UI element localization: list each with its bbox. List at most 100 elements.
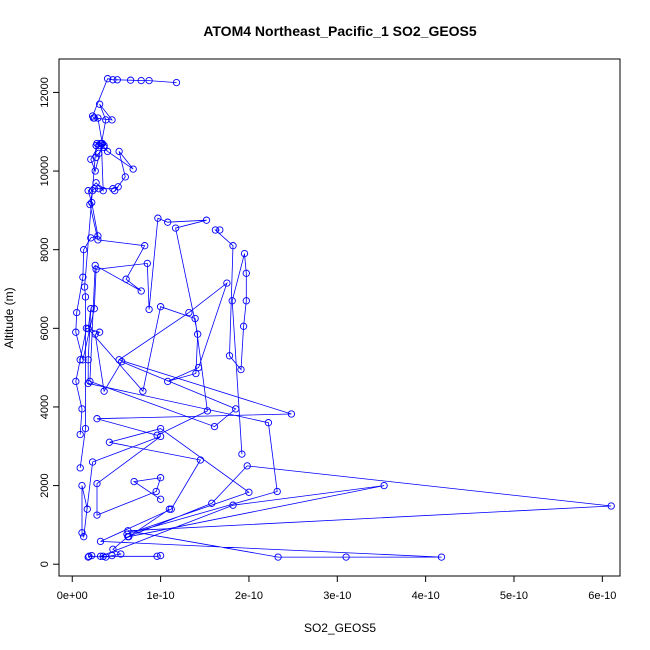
data-point bbox=[156, 432, 165, 441]
data-point bbox=[194, 330, 202, 338]
data-point bbox=[273, 487, 281, 496]
y-tick-label: 12000 bbox=[39, 77, 51, 108]
data-point bbox=[81, 424, 90, 433]
x-tick-label: 6e-10 bbox=[588, 590, 616, 602]
y-tick-label: 8000 bbox=[39, 237, 51, 261]
data-point bbox=[80, 283, 89, 291]
data-point bbox=[85, 552, 93, 560]
data-point bbox=[156, 303, 165, 311]
data-point bbox=[91, 261, 99, 270]
data-point bbox=[223, 279, 231, 287]
data-point bbox=[156, 495, 165, 503]
data-point bbox=[239, 322, 248, 330]
data-point bbox=[185, 308, 193, 317]
data-point bbox=[95, 141, 103, 150]
y-tick-label: 6000 bbox=[39, 316, 51, 340]
data-point bbox=[607, 502, 615, 510]
data-point bbox=[380, 481, 388, 490]
data-point bbox=[192, 369, 200, 378]
data-point bbox=[118, 358, 126, 366]
series-line bbox=[79, 143, 105, 468]
data-point bbox=[243, 462, 251, 470]
series-5 bbox=[96, 481, 388, 560]
data-point bbox=[84, 553, 92, 561]
data-point bbox=[245, 488, 253, 496]
data-point bbox=[194, 363, 203, 372]
data-point bbox=[87, 234, 95, 242]
data-point bbox=[76, 430, 84, 439]
data-point bbox=[156, 424, 165, 433]
data-point bbox=[95, 100, 104, 108]
series-2 bbox=[72, 114, 240, 439]
data-point bbox=[90, 305, 98, 313]
y-tick-label: 10000 bbox=[39, 156, 51, 187]
data-point bbox=[264, 419, 273, 427]
data-point bbox=[228, 297, 236, 305]
data-point bbox=[88, 551, 96, 560]
data-point bbox=[96, 139, 105, 148]
data-point bbox=[109, 545, 117, 553]
data-point bbox=[88, 458, 97, 466]
y-tick-label: 4000 bbox=[39, 395, 51, 419]
data-point bbox=[196, 456, 205, 464]
x-tick-label: 4e-10 bbox=[412, 590, 440, 602]
data-point bbox=[80, 246, 88, 254]
data-point bbox=[93, 511, 101, 519]
x-axis-label: SO2_GEOS5 bbox=[304, 621, 376, 635]
data-point bbox=[117, 550, 125, 558]
data-point bbox=[100, 141, 108, 150]
data-point bbox=[82, 324, 91, 332]
data-point bbox=[154, 214, 162, 222]
data-point bbox=[111, 187, 119, 195]
data-point bbox=[100, 143, 108, 152]
data-point bbox=[129, 165, 137, 173]
data-point bbox=[88, 112, 97, 120]
x-tick-label: 1e-10 bbox=[147, 590, 175, 602]
series-4 bbox=[78, 432, 165, 541]
data-point bbox=[96, 537, 105, 546]
data-point bbox=[141, 242, 149, 250]
data-point bbox=[216, 226, 224, 234]
data-point bbox=[72, 328, 80, 336]
data-point bbox=[76, 356, 84, 364]
data-point bbox=[99, 552, 107, 560]
data-point bbox=[139, 387, 147, 395]
data-point bbox=[94, 236, 102, 244]
data-point bbox=[164, 218, 172, 226]
data-point bbox=[94, 114, 102, 122]
chart-title: ATOM4 Northeast_Pacific_1 SO2_GEOS5 bbox=[203, 23, 477, 39]
data-point bbox=[91, 167, 99, 175]
data-point bbox=[78, 481, 86, 490]
data-point bbox=[191, 314, 199, 323]
data-point bbox=[86, 377, 94, 386]
data-point bbox=[287, 410, 296, 418]
data-point bbox=[126, 76, 135, 84]
data-point bbox=[90, 185, 98, 193]
data-point bbox=[122, 275, 130, 283]
data-point bbox=[137, 76, 145, 85]
plot-frame bbox=[58, 58, 621, 577]
data-point bbox=[78, 529, 86, 537]
data-point bbox=[115, 147, 123, 156]
data-point bbox=[121, 173, 129, 181]
data-point bbox=[137, 287, 145, 295]
series-line bbox=[100, 485, 385, 557]
series-line bbox=[75, 117, 237, 435]
data-point bbox=[103, 75, 112, 83]
data-point bbox=[72, 377, 80, 386]
series-line bbox=[81, 436, 162, 539]
series-line bbox=[214, 229, 247, 455]
data-point bbox=[76, 464, 84, 472]
data-point bbox=[93, 139, 101, 148]
x-tick-label: 0e+00 bbox=[57, 590, 88, 602]
data-point bbox=[172, 78, 181, 87]
data-point bbox=[225, 352, 234, 360]
data-point bbox=[202, 216, 211, 224]
x-tick-label: 2e-10 bbox=[235, 590, 263, 602]
y-axis: 0 2000 4000 6000 8000 10000 12000 bbox=[39, 77, 59, 567]
data-point bbox=[79, 273, 87, 281]
data-point bbox=[113, 76, 121, 84]
data-point bbox=[242, 297, 250, 305]
